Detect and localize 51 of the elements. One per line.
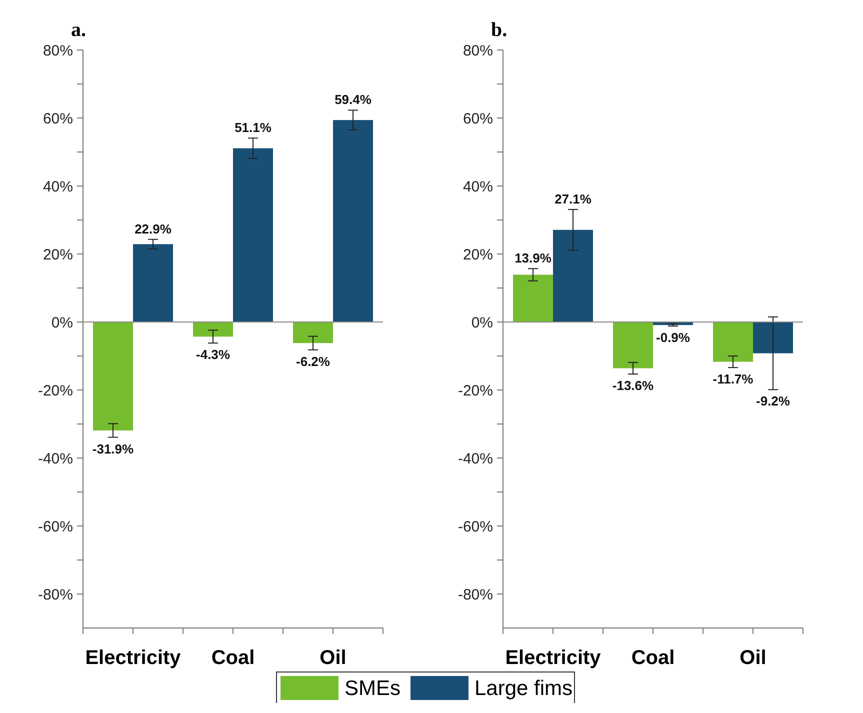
data-label: -9.2% [756, 394, 790, 409]
y-tick-label: -40% [458, 450, 493, 468]
y-tick-label: 0% [471, 314, 493, 332]
data-label: 27.1% [554, 191, 592, 206]
y-tick-label: -60% [38, 518, 73, 536]
x-tick-label: Electricity [85, 647, 182, 669]
bar [333, 120, 373, 322]
bar [613, 322, 653, 368]
chart-title: a. [71, 19, 86, 41]
y-tick-label: -80% [38, 586, 73, 604]
data-label: -6.2% [296, 354, 330, 369]
y-tick-label: -40% [38, 450, 73, 468]
data-label: -13.6% [612, 378, 654, 394]
y-tick-label: 60% [42, 110, 73, 128]
y-tick-label: 20% [462, 246, 493, 264]
y-tick-label: -20% [38, 382, 73, 400]
bar [193, 322, 233, 337]
y-tick-label: 0% [51, 314, 73, 332]
data-label: -4.3% [196, 347, 230, 362]
bar [293, 322, 333, 344]
x-tick-label: Coal [211, 647, 255, 669]
data-label: -0.9% [656, 330, 690, 346]
chart-title: b. [491, 19, 508, 41]
y-tick-label: -20% [458, 382, 493, 400]
y-tick-label: 20% [42, 246, 73, 264]
x-tick-label: Coal [631, 647, 675, 669]
data-label: 59.4% [334, 92, 372, 108]
bar [713, 322, 753, 362]
legend-label: Large fims [474, 677, 573, 700]
data-label: -11.7% [712, 372, 754, 387]
bar [133, 244, 173, 322]
bar [753, 322, 793, 354]
data-label: 22.9% [134, 221, 172, 236]
y-tick-label: 40% [42, 178, 73, 196]
y-tick-label: -80% [458, 586, 493, 604]
y-tick-label: 40% [462, 178, 493, 196]
data-label: 51.1% [234, 120, 272, 136]
data-label: -31.9% [92, 441, 134, 456]
y-tick-label: 60% [462, 110, 493, 128]
bar [93, 322, 133, 430]
x-tick-label: Oil [740, 647, 766, 669]
data-label: 13.9% [514, 250, 552, 266]
x-tick-label: Electricity [505, 647, 602, 669]
y-tick-label: 80% [462, 42, 493, 60]
y-tick-label: 80% [42, 42, 73, 60]
y-tick-label: -60% [458, 518, 493, 536]
bar [553, 230, 593, 322]
legend-label: SMEs [344, 677, 401, 700]
bar [513, 274, 553, 322]
x-tick-label: Oil [320, 647, 346, 669]
bar [233, 148, 273, 322]
